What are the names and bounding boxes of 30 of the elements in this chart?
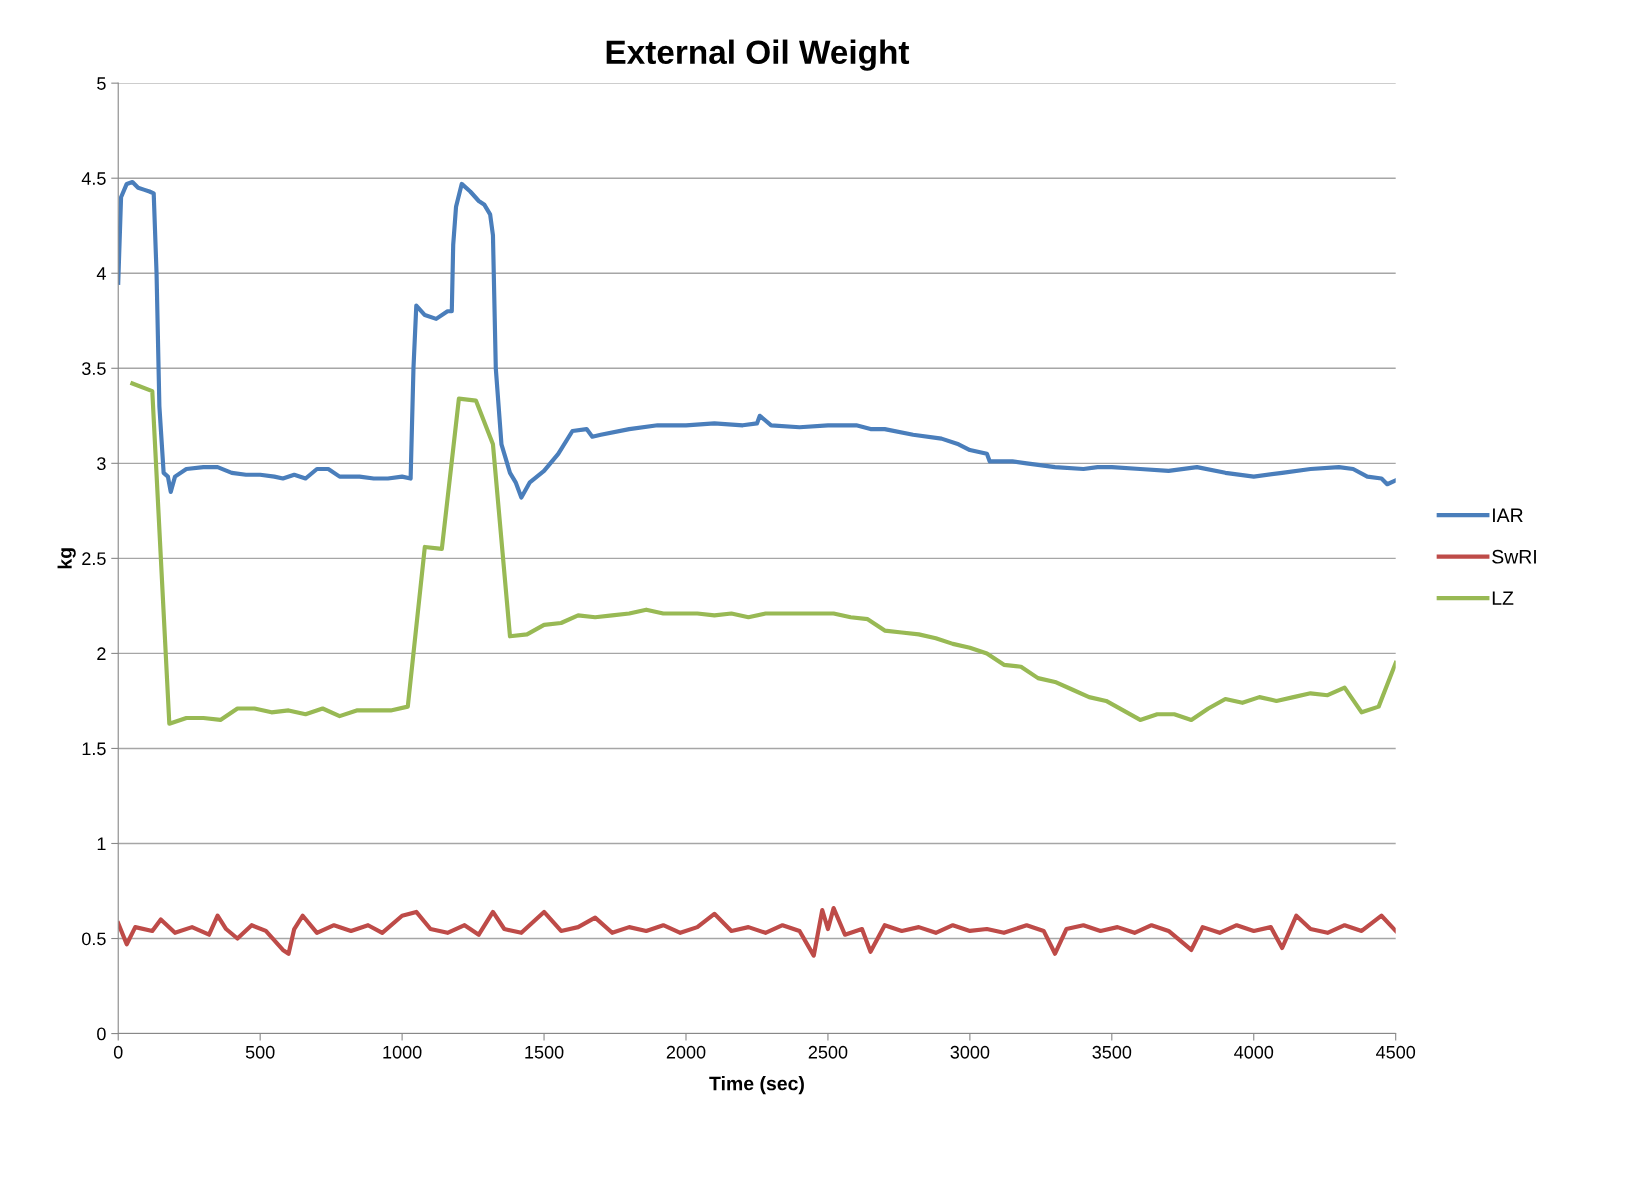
y-tick-label: 1 <box>97 837 106 851</box>
x-tick-label: 2500 <box>808 1045 848 1059</box>
y-tick-label: 0 <box>97 1027 106 1041</box>
x-tick-label: 3500 <box>1092 1045 1132 1059</box>
y-axis-title: kg <box>57 548 76 569</box>
legend-label: LZ <box>1492 591 1514 605</box>
x-tick-label: 4000 <box>1234 1045 1274 1059</box>
x-tick-label: 4500 <box>1376 1045 1416 1059</box>
x-tick-label: 1500 <box>525 1045 564 1059</box>
x-tick-label: 3000 <box>950 1045 990 1059</box>
y-tick-label: 4.5 <box>81 172 106 185</box>
chart-title: External Oil Weight <box>606 39 910 71</box>
y-tick-label: 3 <box>97 457 106 471</box>
legend-label: IAR <box>1493 508 1523 522</box>
x-tick-label: 0 <box>113 1045 123 1059</box>
y-tick-label: 5 <box>97 77 106 90</box>
y-tick-label: 0.5 <box>82 932 106 946</box>
line-series <box>118 179 1396 500</box>
line-series <box>118 906 1396 958</box>
legend-label: SwRI <box>1492 549 1536 564</box>
x-axis-title: Time (sec) <box>709 1076 804 1095</box>
x-tick-label: 500 <box>245 1045 275 1059</box>
y-tick-label: 3.5 <box>82 362 106 375</box>
y-tick-label: 1.5 <box>82 742 106 756</box>
x-tick-label: 2000 <box>666 1045 706 1059</box>
y-tick-label: 2.5 <box>82 552 106 566</box>
y-tick-label: 2 <box>97 647 106 660</box>
x-tick-label: 1000 <box>383 1045 422 1059</box>
y-tick-label: 4 <box>96 267 106 280</box>
line-series <box>130 381 1396 726</box>
